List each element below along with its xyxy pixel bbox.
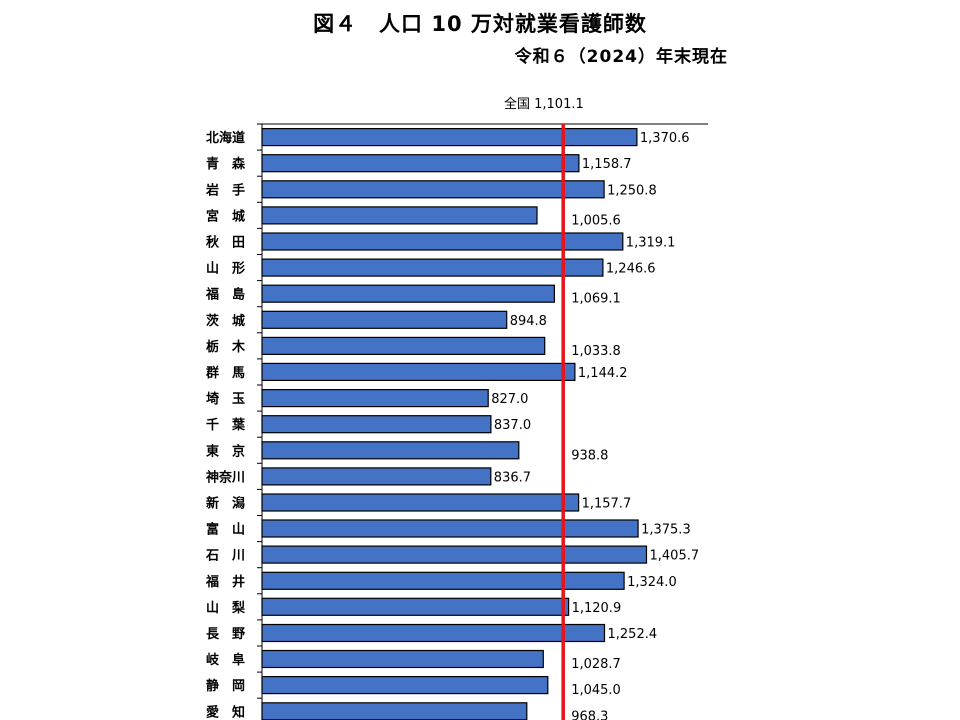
bar (261, 493, 580, 512)
value-label: 1,319.1 (626, 236, 676, 251)
bar (261, 545, 648, 564)
value-label: 1,246.6 (606, 262, 656, 277)
bar (261, 154, 580, 173)
bar (261, 415, 492, 434)
category-label: 石 川 (205, 549, 245, 564)
category-label: 長 野 (206, 627, 245, 642)
category-label: 群 馬 (206, 365, 245, 381)
bar (261, 571, 625, 590)
category-label: 福 島 (205, 287, 245, 303)
bars-group (261, 128, 648, 720)
category-label: 岩 手 (205, 182, 245, 198)
value-label: 1,370.6 (640, 131, 690, 146)
value-labels: 1,370.6 1,158.7 1,250.8 1,005.6 1,319.1 1,246… (491, 131, 699, 720)
value-label: 1,324.0 (627, 575, 677, 590)
category-label: 千 葉 (206, 417, 246, 433)
value-label: 968.3 (571, 709, 608, 720)
value-label: 1,028.7 (571, 657, 621, 672)
category-label: 愛 知 (206, 704, 245, 720)
category-label: 北海道 (206, 130, 245, 146)
value-label: 1,250.8 (607, 183, 657, 198)
value-label: 1,005.6 (571, 213, 621, 228)
bar (261, 441, 520, 460)
category-label: 福 井 (205, 574, 245, 590)
category-label: 埼 玉 (206, 391, 245, 407)
category-label: 青 森 (206, 156, 246, 172)
value-label: 1,033.8 (571, 344, 621, 359)
value-label: 1,157.7 (582, 497, 632, 512)
bar (261, 623, 606, 643)
value-label: 1,252.4 (608, 627, 658, 642)
bar (261, 389, 489, 408)
bar (261, 702, 528, 720)
value-label: 1,120.9 (572, 601, 622, 616)
category-label: 新 潟 (206, 496, 245, 512)
category-label: 静 岡 (206, 678, 245, 694)
bar (261, 284, 555, 303)
bar (261, 128, 638, 147)
category-label: 富 山 (206, 522, 245, 538)
value-label: 1,405.7 (650, 549, 700, 564)
category-label: 東 京 (206, 443, 245, 459)
category-label: 茨 城 (206, 313, 245, 329)
bar (261, 336, 546, 355)
bar (261, 519, 639, 538)
value-label: 827.0 (491, 392, 528, 407)
bar (261, 649, 544, 669)
category-label: 神奈川 (206, 469, 245, 485)
bar (261, 206, 538, 225)
reference-line-group: 全国 1,101.1 (504, 96, 584, 720)
bar (261, 180, 605, 199)
category-label: 栃 木 (206, 339, 246, 355)
category-label: 岐 阜 (206, 652, 245, 668)
chart-subtitle: 令和６（2024）年末現在 (514, 47, 728, 67)
value-label: 1,045.0 (571, 683, 621, 698)
bar (261, 597, 570, 616)
category-label: 山 形 (206, 261, 245, 277)
bar (261, 310, 508, 329)
reference-line-label: 全国 1,101.1 (504, 96, 584, 112)
bar (261, 362, 576, 381)
value-label: 837.0 (494, 418, 531, 433)
value-label: 938.8 (571, 448, 608, 463)
value-label: 1,158.7 (582, 157, 632, 172)
value-label: 894.8 (510, 314, 547, 329)
value-label: 1,375.3 (641, 523, 691, 538)
value-label: 1,069.1 (571, 292, 621, 307)
bar (261, 258, 604, 277)
value-label: 836.7 (494, 470, 531, 485)
category-label: 秋 田 (206, 235, 245, 251)
chart-title: 図４ 人口 10 万対就業看護師数 (313, 12, 647, 36)
value-label: 1,144.2 (578, 366, 628, 381)
category-label: 宮 城 (206, 208, 245, 224)
bar (261, 232, 624, 251)
bar (261, 467, 492, 486)
bar (261, 675, 549, 695)
category-label: 山 梨 (206, 600, 246, 616)
